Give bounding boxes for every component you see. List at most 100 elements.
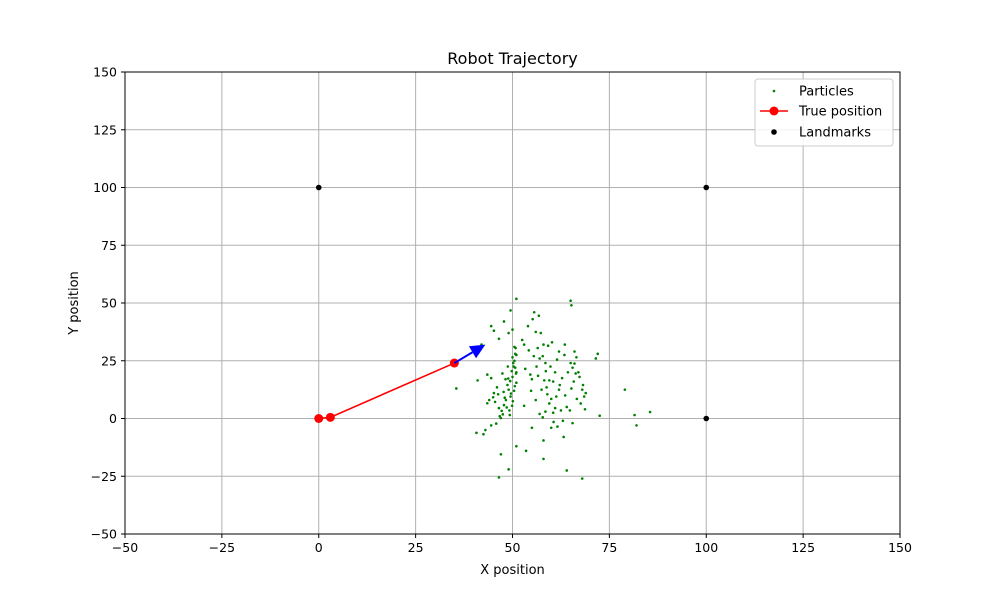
particle-point	[565, 405, 569, 409]
particle-point	[532, 354, 536, 358]
particle-point	[580, 388, 584, 391]
particle-point	[635, 424, 638, 427]
particle-point	[537, 314, 541, 318]
y-tick-label: 50	[101, 296, 117, 311]
legend-box	[754, 78, 894, 147]
particle-point	[502, 390, 505, 394]
x-tick-label: 50	[505, 540, 521, 555]
heading-arrow	[453, 344, 486, 364]
particle-point	[556, 425, 559, 428]
arrow-shaft	[453, 351, 474, 364]
particle-point	[513, 345, 516, 349]
particle-point	[497, 337, 501, 341]
particle-point	[568, 409, 572, 412]
particle-point	[558, 383, 562, 387]
particle-point	[513, 359, 516, 363]
particle-point	[508, 379, 512, 383]
particle-point	[497, 476, 501, 479]
legend: Particles True position Landmarks	[754, 78, 894, 147]
particle-point	[541, 354, 545, 358]
particle-point	[548, 402, 551, 405]
y-tick-label: 25	[101, 353, 117, 368]
particle-point	[496, 392, 500, 396]
particle-point	[648, 410, 652, 414]
particle-point	[583, 407, 587, 411]
y-tick-label: 125	[93, 122, 117, 137]
particle-point	[511, 355, 514, 359]
particle-point	[542, 379, 546, 382]
particle-point	[524, 449, 528, 453]
particle-point	[557, 350, 561, 353]
particle-point	[511, 375, 514, 379]
particle-point	[561, 419, 565, 423]
particle-point	[523, 367, 527, 371]
particle-point	[482, 432, 485, 436]
y-tick-label: −50	[91, 527, 117, 542]
legend-label-landmarks: Landmarks	[799, 126, 871, 141]
particle-point	[569, 361, 572, 365]
particle-point	[511, 361, 515, 365]
particle-point	[493, 400, 497, 404]
particle-point	[501, 413, 505, 416]
particle-point	[571, 421, 574, 425]
particle-point	[455, 387, 458, 390]
particle-point	[573, 362, 576, 365]
particle-point	[534, 330, 538, 334]
particle-point	[510, 369, 514, 373]
particle-point	[509, 309, 512, 312]
true-position-marker	[325, 412, 335, 422]
particle-point	[515, 371, 518, 374]
particle-point	[515, 297, 518, 301]
particle-point	[581, 383, 585, 387]
particle-point	[594, 357, 598, 360]
particle-point	[542, 439, 545, 442]
x-tick-label: 150	[888, 540, 912, 555]
axis-ticks: −50 −25 0 25 50 75 100 125 150 −50 −25 0 25 50 75 100 12…	[91, 65, 912, 556]
particle-point	[489, 324, 493, 328]
particle-point	[538, 357, 541, 360]
legend-marker-landmarks	[771, 129, 777, 135]
particle-point	[579, 402, 582, 405]
particle-point	[502, 320, 506, 323]
particle-point	[562, 435, 565, 439]
particle-point	[552, 420, 555, 424]
particle-point	[536, 346, 539, 350]
x-tick-label: 75	[601, 540, 617, 555]
particle-point	[475, 431, 478, 435]
particle-point	[511, 328, 514, 331]
particle-point	[486, 401, 489, 405]
particle-point	[557, 388, 561, 391]
particle-point	[566, 371, 570, 374]
landmark-point	[703, 415, 710, 422]
particle-point	[511, 399, 515, 403]
x-tick-label: −25	[209, 540, 235, 555]
particle-point	[499, 453, 503, 456]
particle-point	[508, 413, 512, 417]
particle-point	[499, 416, 503, 420]
particle-point	[554, 395, 558, 398]
particle-point	[569, 299, 572, 302]
particle-point	[507, 388, 510, 391]
particle-point	[577, 371, 580, 374]
particle-point	[502, 403, 506, 407]
particle-point	[529, 373, 532, 376]
particle-point	[510, 404, 514, 408]
legend-label-particles: Particles	[799, 85, 854, 100]
y-tick-label: 75	[101, 238, 117, 253]
particle-point	[498, 414, 502, 418]
particle-point	[489, 424, 493, 427]
particle-point	[501, 372, 504, 375]
particle-point	[571, 366, 574, 369]
legend-marker-particles	[772, 89, 776, 93]
particle-point	[555, 358, 559, 361]
particle-point	[570, 387, 573, 390]
particle-point	[520, 338, 524, 342]
particle-point	[487, 398, 491, 402]
particle-point	[532, 310, 536, 314]
particle-point	[515, 381, 518, 384]
particle-point	[559, 409, 563, 412]
particle-point	[504, 398, 508, 402]
particle-point	[582, 395, 586, 398]
